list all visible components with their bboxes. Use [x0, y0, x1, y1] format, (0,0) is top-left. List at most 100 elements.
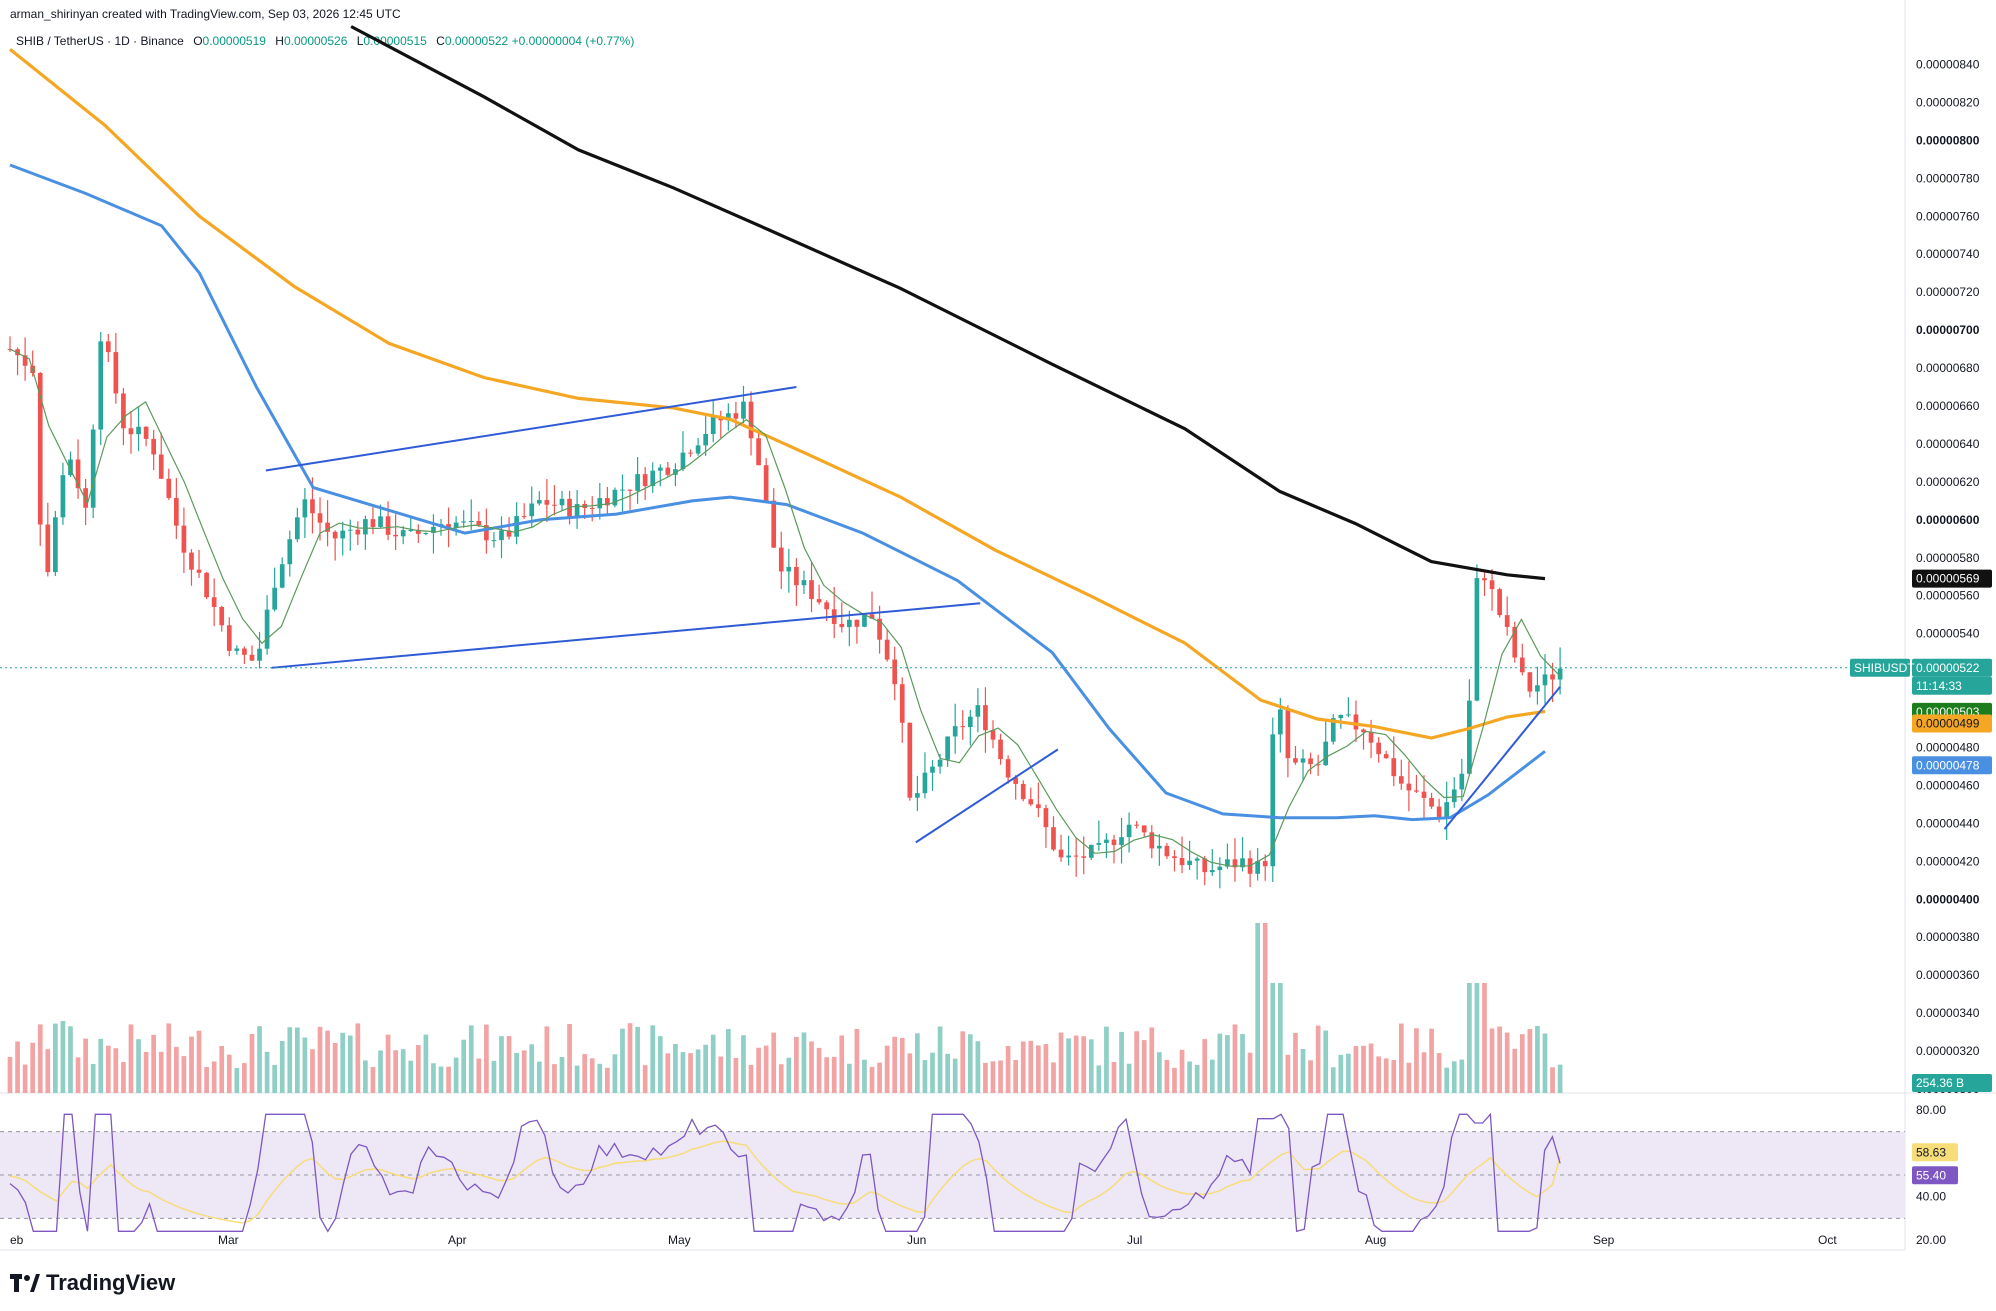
rsi-line — [9, 1112, 1561, 1233]
candle-body — [529, 503, 535, 517]
time-tick-label: Jul — [1127, 1233, 1142, 1247]
volume-bar — [264, 1051, 270, 1093]
candle-body — [937, 759, 943, 767]
candle-body — [1391, 758, 1397, 777]
candle-body — [363, 519, 368, 535]
candle-body — [128, 428, 134, 435]
ma100-badge-bg — [1912, 714, 1992, 733]
volume-bar — [7, 1057, 13, 1093]
volume-bar — [725, 1029, 731, 1093]
countdown-badge: 11:14:33 — [1916, 679, 1962, 693]
volume-bar — [1149, 1027, 1155, 1093]
volume-bar — [189, 1036, 194, 1093]
volume-bar — [355, 1023, 361, 1093]
candle-body — [922, 772, 928, 794]
volume-bar — [1308, 1060, 1313, 1093]
candle-body — [1270, 734, 1276, 867]
volume-bar — [1383, 1058, 1389, 1093]
volume-bar — [1467, 983, 1472, 1093]
ma-line-50 — [9, 163, 1546, 822]
candle-body — [196, 569, 202, 573]
candle-body — [877, 618, 882, 640]
tradingview-logo-text: TradingView — [46, 1270, 176, 1295]
tradingview-logo[interactable]: TradingView — [10, 1270, 175, 1296]
candle-body — [1444, 802, 1450, 818]
time-tick-label: Apr — [448, 1233, 467, 1247]
volume-bar — [310, 1049, 315, 1093]
candle-body — [642, 474, 648, 487]
volume-bar — [514, 1052, 519, 1093]
price-tick-label: 0.00000720 — [1916, 285, 1980, 299]
volume-bar — [1179, 1049, 1185, 1093]
volume-bar — [287, 1027, 293, 1093]
candle-body — [1429, 797, 1434, 807]
candle-body — [45, 524, 51, 573]
candle-body — [317, 513, 323, 523]
trendlines[interactable] — [265, 386, 1561, 844]
high-value: 0.00000526 — [283, 34, 348, 48]
candle-body — [1467, 700, 1472, 774]
candle-body — [1187, 860, 1192, 866]
symbol-name[interactable]: SHIB / TetherUS · 1D · Binance — [16, 34, 184, 48]
time-axis[interactable]: eb Mar Apr May Jun Jul Aug Sep Oct — [10, 1233, 1837, 1247]
candle-body — [272, 587, 277, 610]
volume-bar — [45, 1049, 51, 1093]
volume-bar — [1232, 1024, 1238, 1093]
volume-bar — [423, 1034, 429, 1093]
volume-bar — [605, 1067, 610, 1093]
volume-bar — [748, 1064, 754, 1093]
volume-bar — [1255, 923, 1260, 1093]
rsi-pane[interactable]: 80.00 40.00 20.00 — [0, 1103, 1946, 1247]
candle-body — [1225, 859, 1230, 867]
volume-bar — [635, 1026, 640, 1093]
candle-body — [915, 793, 920, 798]
volume-bar — [15, 1041, 20, 1093]
volume-bar — [325, 1030, 330, 1093]
volume-bar — [1330, 1067, 1336, 1093]
candle-body — [1043, 808, 1049, 828]
volume-bar — [1353, 1046, 1359, 1093]
candle-body — [1172, 856, 1177, 859]
volume-bar — [136, 1039, 141, 1093]
candle-body — [287, 539, 293, 565]
candle-body — [839, 623, 845, 628]
candle-body — [189, 552, 194, 570]
candle-body — [710, 416, 716, 435]
volume-bar — [158, 1051, 164, 1093]
candle-body — [1141, 825, 1147, 833]
candle-body — [294, 517, 300, 540]
candle-body — [1414, 790, 1419, 792]
ma-line-200 — [350, 25, 1546, 581]
volume-bar — [1497, 1026, 1502, 1093]
volume-bar — [121, 1062, 126, 1093]
volume-bar — [809, 1041, 814, 1093]
candle-body — [809, 580, 814, 600]
volume-bar — [294, 1027, 300, 1093]
volume-bar — [642, 1065, 648, 1093]
volume-bar — [945, 1053, 950, 1093]
volume-bar — [899, 1038, 905, 1093]
volume-bar — [174, 1046, 179, 1093]
volume-bar — [60, 1021, 66, 1093]
volume-bar — [1414, 1028, 1419, 1093]
price-tick-label: 0.00000660 — [1916, 399, 1980, 413]
volume-bar — [1421, 1052, 1427, 1093]
candle-body — [378, 516, 383, 527]
candle-body — [771, 500, 777, 548]
candle-body — [143, 426, 149, 439]
volume-bar — [846, 1063, 852, 1093]
volume-bar — [937, 1026, 943, 1093]
volume-bar — [446, 1066, 451, 1093]
candle-body — [559, 498, 565, 506]
price-tick-label: 0.00000680 — [1916, 361, 1980, 375]
candle-body — [1497, 589, 1502, 616]
price-tick-label: 0.00000380 — [1916, 930, 1980, 944]
candle-body — [461, 521, 467, 523]
rsi-badge: 55.40 — [1916, 1168, 1946, 1182]
candle-body — [733, 413, 739, 419]
volume-bar — [695, 1049, 701, 1093]
volume-bar — [1043, 1044, 1049, 1093]
volume-bar — [1111, 1061, 1117, 1093]
volume-bar — [990, 1061, 996, 1093]
